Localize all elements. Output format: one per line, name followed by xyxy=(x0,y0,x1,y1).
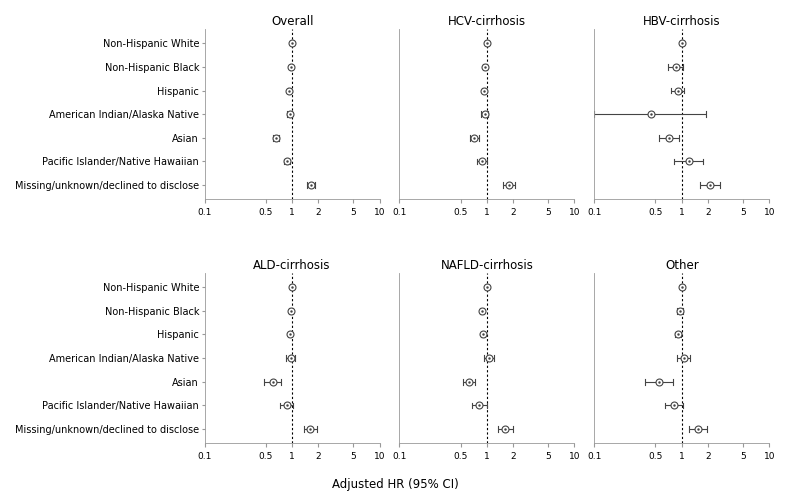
Title: Other: Other xyxy=(665,259,698,272)
Title: Overall: Overall xyxy=(271,15,314,28)
Title: NAFLD-cirrhosis: NAFLD-cirrhosis xyxy=(441,259,533,272)
Text: Adjusted HR (95% CI): Adjusted HR (95% CI) xyxy=(332,478,458,491)
Title: HBV-cirrhosis: HBV-cirrhosis xyxy=(643,15,720,28)
Title: ALD-cirrhosis: ALD-cirrhosis xyxy=(254,259,331,272)
Title: HCV-cirrhosis: HCV-cirrhosis xyxy=(448,15,526,28)
